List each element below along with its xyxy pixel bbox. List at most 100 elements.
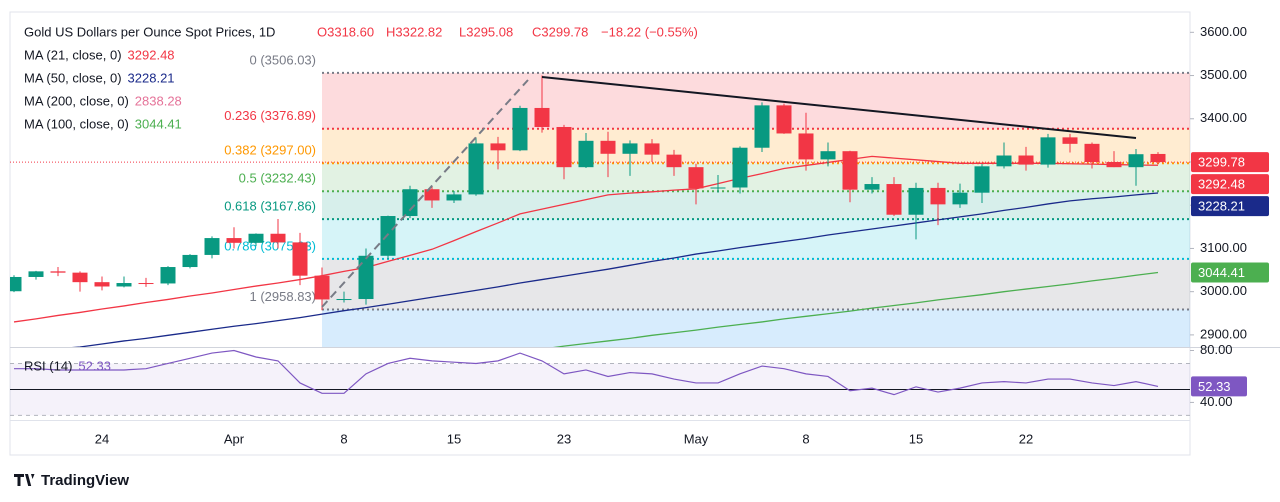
candle-body xyxy=(732,147,748,188)
candle-body xyxy=(952,192,968,205)
candle-body xyxy=(314,275,330,300)
candle-body xyxy=(336,299,352,301)
candle-body xyxy=(842,151,858,190)
x-tick-label: 15 xyxy=(909,431,923,446)
price-box xyxy=(1191,152,1269,173)
rsi-legend-value: 52.33 xyxy=(78,358,111,373)
ma-legend-name: MA (200, close, 0) xyxy=(24,93,129,108)
x-tick-label: 24 xyxy=(95,431,109,446)
candle-body xyxy=(446,194,462,201)
y-tick-label: 3500.00 xyxy=(1200,67,1247,82)
candle-body xyxy=(908,187,924,215)
candle-body xyxy=(1106,161,1122,168)
fib-label: 0.236 (3376.89) xyxy=(224,108,316,123)
logo: TradingView xyxy=(14,472,129,489)
y-tick-label: 3600.00 xyxy=(1200,24,1247,39)
low-value: L3295.08 xyxy=(459,24,513,39)
candle-body xyxy=(1062,137,1078,144)
candle-body xyxy=(754,105,770,148)
x-tick-label: 8 xyxy=(802,431,809,446)
x-tick-label: May xyxy=(684,431,709,446)
candle-body xyxy=(1150,153,1166,163)
rsi-box-label: 52.33 xyxy=(1198,379,1231,394)
fib-band xyxy=(322,309,1190,347)
candle-body xyxy=(182,254,198,268)
fib-band xyxy=(322,191,1190,220)
y-tick-label: 40.00 xyxy=(1200,394,1233,409)
candle-body xyxy=(930,187,946,205)
footer-brand: TradingView xyxy=(41,472,129,489)
candle-body xyxy=(402,189,418,217)
fib-label: 0.618 (3167.86) xyxy=(224,199,316,214)
candle-body xyxy=(1084,143,1100,162)
ma-legend-value: 2838.28 xyxy=(135,93,182,108)
x-tick-label: Apr xyxy=(224,431,245,446)
candle-body xyxy=(776,105,792,134)
candle-body xyxy=(94,282,110,287)
candle-body xyxy=(116,283,132,287)
candle-body xyxy=(270,233,286,243)
price-box-label: 3044.41 xyxy=(1198,265,1245,280)
price-box-label: 3228.21 xyxy=(1198,199,1245,214)
candle-body xyxy=(226,238,242,243)
candle-body xyxy=(974,166,990,193)
y-tick-label: 3100.00 xyxy=(1200,240,1247,255)
candle-body xyxy=(1040,137,1056,165)
candle-body xyxy=(424,189,440,201)
candle-body xyxy=(50,271,66,273)
ma-line xyxy=(71,192,1159,347)
price-box xyxy=(1191,196,1269,217)
price-box-label: 3292.48 xyxy=(1198,177,1245,192)
candle-body xyxy=(996,155,1012,167)
candle-body xyxy=(380,216,396,256)
rsi-legend-name: RSI (14) xyxy=(24,358,72,373)
candle-body xyxy=(10,276,22,292)
candle-body xyxy=(600,140,616,154)
y-tick-label: 80.00 xyxy=(1200,342,1233,357)
candle-body xyxy=(160,267,176,284)
candle-body xyxy=(644,143,660,155)
price-box xyxy=(1191,174,1269,195)
fib-band xyxy=(322,219,1190,259)
fib-label: 1 (2958.83) xyxy=(250,289,317,304)
candle-body xyxy=(710,187,726,189)
candle-body xyxy=(578,140,594,168)
high-value: H3322.82 xyxy=(386,24,442,39)
candle-body xyxy=(1128,154,1144,168)
candle-body xyxy=(72,272,88,283)
ma-legend-name: MA (21, close, 0) xyxy=(24,47,122,62)
fib-band xyxy=(322,163,1190,192)
fib-band xyxy=(322,258,1190,310)
candle-body xyxy=(798,133,814,160)
candle-body xyxy=(28,271,44,277)
ma-legend-value: 3228.21 xyxy=(128,70,175,85)
candle-body xyxy=(292,242,308,276)
ma-legend-name: MA (50, close, 0) xyxy=(24,70,122,85)
trend-line xyxy=(541,76,1137,139)
price-box-label: 3299.78 xyxy=(1198,155,1245,170)
candle-body xyxy=(204,238,220,255)
candle-body xyxy=(138,283,154,285)
candle-body xyxy=(1018,155,1034,165)
candle-body xyxy=(820,151,836,160)
x-tick-label: 22 xyxy=(1019,431,1033,446)
y-tick-label: 2900.00 xyxy=(1200,326,1247,341)
x-tick-label: 15 xyxy=(447,431,461,446)
candle-body xyxy=(688,167,704,189)
candle-body xyxy=(468,143,484,195)
close-value: C3299.78 xyxy=(532,24,588,39)
frame xyxy=(9,11,1191,456)
ma-legend-value: 3044.41 xyxy=(135,116,182,131)
candle-body xyxy=(556,126,572,168)
open-value: O3318.60 xyxy=(317,24,374,39)
candle-body xyxy=(248,233,264,243)
chart-title: Gold US Dollars per Ounce Spot Prices, 1… xyxy=(24,24,275,39)
y-tick-label: 3000.00 xyxy=(1200,283,1247,298)
fib-label: 0 (3506.03) xyxy=(250,52,317,67)
fib-label: 0.5 (3232.43) xyxy=(239,171,316,186)
change-value: −18.22 (−0.55%) xyxy=(601,24,698,39)
candle-body xyxy=(864,184,880,190)
rsi-box xyxy=(1191,376,1247,397)
